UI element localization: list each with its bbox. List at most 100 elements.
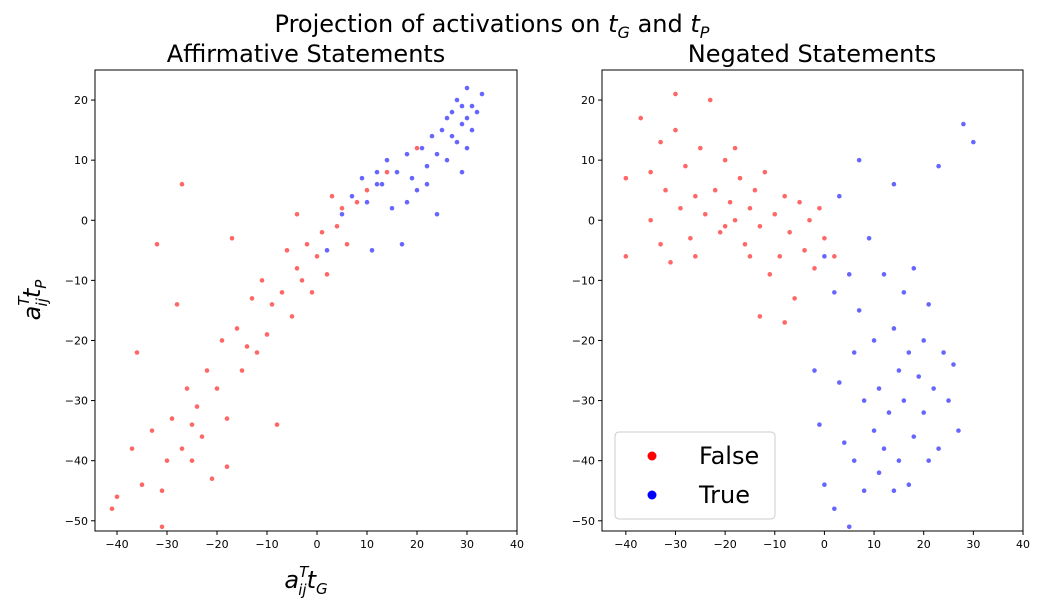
y-tick-label: 10	[581, 154, 595, 167]
data-point	[693, 254, 698, 259]
data-point	[254, 350, 260, 355]
data-point	[757, 223, 763, 229]
data-point	[782, 193, 787, 199]
data-point	[747, 254, 753, 259]
data-point	[961, 121, 966, 127]
data-point	[264, 332, 270, 337]
data-point	[324, 272, 330, 277]
x-tick-label: −10	[763, 538, 786, 551]
x-tick-label: −30	[664, 538, 687, 551]
data-point	[249, 296, 255, 301]
data-point	[727, 199, 733, 205]
right-panel: −40 −30 −20 −10 0 10 20 30 40 −50 −40 −30 −20 −10 0 10 2…	[572, 69, 1030, 551]
data-point	[861, 398, 867, 403]
left-panel-title: Affirmative Statements	[167, 40, 446, 68]
data-point	[891, 488, 897, 494]
data-point	[841, 440, 847, 445]
data-point	[169, 416, 175, 421]
data-point	[114, 494, 120, 500]
data-point	[936, 163, 941, 169]
data-point	[454, 139, 460, 145]
data-point	[459, 169, 465, 175]
data-point	[444, 115, 450, 121]
data-point	[648, 217, 653, 223]
data-point	[673, 91, 678, 97]
data-point	[449, 109, 455, 115]
y-tick-label: 20	[581, 94, 595, 107]
data-point	[424, 163, 430, 169]
data-point	[134, 350, 140, 355]
data-point	[259, 278, 265, 283]
y-tick-label: −20	[572, 334, 595, 347]
data-point	[722, 223, 728, 229]
data-point	[668, 260, 673, 265]
data-point	[319, 229, 325, 235]
data-point	[817, 205, 822, 211]
data-point	[673, 127, 678, 133]
data-point	[429, 133, 435, 139]
data-point	[129, 446, 135, 451]
data-point	[394, 169, 400, 175]
data-point	[324, 248, 330, 253]
figure-title: Projection of activations on tG and tP	[275, 10, 710, 42]
data-point	[802, 248, 807, 253]
data-point	[916, 374, 922, 379]
data-point	[199, 434, 205, 439]
data-point	[722, 157, 728, 163]
legend-label-true: True	[698, 481, 750, 509]
x-tick-label: −40	[614, 538, 637, 551]
data-point	[846, 524, 852, 530]
data-point	[772, 211, 778, 217]
data-point	[189, 458, 195, 463]
series-true	[812, 121, 976, 530]
data-point	[284, 248, 290, 253]
data-point	[179, 446, 185, 451]
data-point	[464, 85, 470, 91]
data-point	[732, 217, 738, 223]
y-tick-label: −40	[65, 455, 88, 468]
data-point	[822, 254, 827, 259]
data-point	[926, 302, 931, 307]
data-point	[851, 350, 857, 355]
data-point	[792, 296, 797, 301]
data-point	[294, 211, 300, 217]
y-tick-label: −40	[572, 455, 595, 468]
data-point	[742, 242, 748, 247]
data-point	[658, 242, 663, 247]
data-point	[638, 115, 644, 121]
x-tick-label: 10	[867, 538, 881, 551]
data-point	[184, 386, 190, 391]
data-point	[469, 127, 475, 133]
data-point	[309, 290, 315, 295]
data-point	[812, 368, 817, 373]
legend-marker-true	[647, 490, 657, 500]
data-point	[817, 422, 822, 427]
y-tick-label: −30	[572, 395, 595, 408]
left-panel: −40 −30 −20 −10 0 10 20 30 40 −50 −40 −30 −20 −10 0 10 2…	[65, 69, 524, 551]
data-point	[404, 199, 410, 205]
data-point	[189, 422, 195, 427]
data-point	[474, 109, 480, 115]
data-point	[469, 103, 475, 109]
data-point	[239, 368, 245, 373]
data-point	[782, 320, 787, 325]
data-point	[369, 248, 375, 253]
data-point	[384, 169, 390, 175]
data-point	[364, 187, 370, 193]
data-point	[837, 380, 842, 385]
data-point	[274, 422, 280, 427]
legend-label-false: False	[699, 442, 759, 470]
data-point	[941, 350, 946, 355]
data-point	[214, 386, 220, 391]
y-tick-label: 20	[74, 94, 88, 107]
data-point	[921, 338, 927, 343]
data-point	[881, 272, 887, 277]
data-point	[822, 235, 827, 241]
data-point	[832, 254, 837, 259]
data-point	[149, 428, 155, 433]
data-point	[936, 446, 941, 451]
data-point	[454, 97, 460, 103]
x-tick-label: −40	[105, 538, 128, 551]
data-point	[339, 205, 345, 211]
data-point	[911, 266, 917, 271]
